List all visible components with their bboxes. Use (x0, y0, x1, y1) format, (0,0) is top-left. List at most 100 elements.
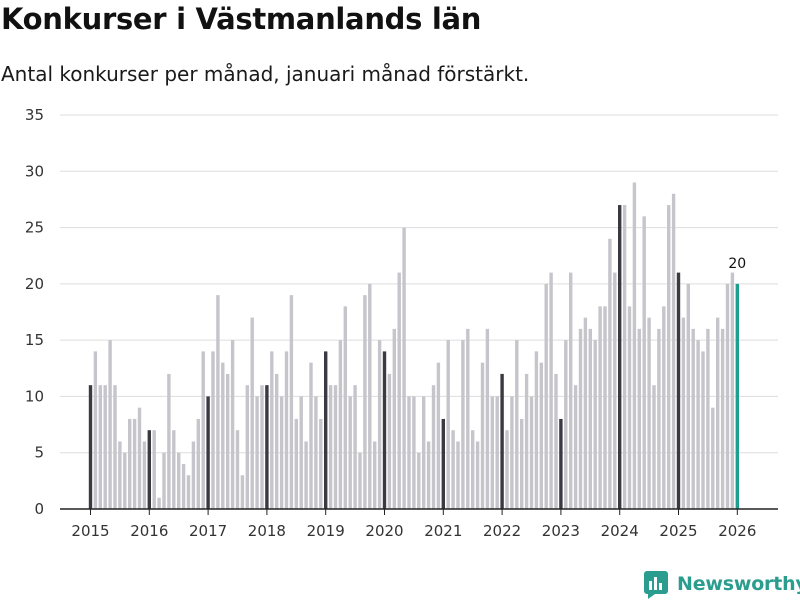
bar (471, 430, 475, 509)
bar (569, 272, 573, 509)
x-tick-label: 2024 (601, 522, 639, 540)
bar (270, 351, 274, 509)
bar (93, 351, 98, 509)
bar (284, 351, 289, 509)
bar (275, 373, 279, 509)
bar (417, 452, 421, 509)
newsworthy-logo[interactable]: Newsworthy (644, 569, 800, 599)
latest-value-label: 20 (728, 256, 746, 272)
bar (730, 272, 735, 509)
x-tick-label: 2018 (248, 522, 286, 540)
y-axis-ticks: 0 5 10 15 20 25 30 35 (25, 106, 44, 518)
bar (353, 385, 357, 509)
bar (495, 396, 499, 509)
bar (167, 373, 171, 509)
bar (490, 396, 494, 509)
bar (578, 328, 583, 509)
bar (603, 306, 607, 509)
bar (554, 373, 558, 509)
bar-january (324, 351, 328, 509)
bar (186, 475, 191, 509)
bar-january (676, 272, 681, 509)
bar (647, 317, 651, 509)
x-axis-ticks: 2015 2016 2017 2018 2019 2020 2021 2022 2023 2024… (71, 509, 756, 540)
bar (529, 396, 534, 509)
x-tick-label: 2019 (307, 522, 345, 540)
bars (88, 182, 739, 510)
bar (573, 385, 578, 509)
bar (343, 306, 347, 509)
bar (534, 351, 539, 509)
bar (402, 227, 406, 510)
bar-january (265, 385, 269, 509)
bar (245, 385, 249, 509)
bar (544, 283, 548, 509)
bar (162, 452, 166, 509)
x-tick-label: 2017 (189, 522, 227, 540)
bar (711, 407, 715, 509)
bar (407, 396, 411, 509)
bar (706, 328, 710, 509)
bar (211, 351, 215, 509)
bar (294, 418, 298, 509)
bar-january (382, 351, 387, 509)
bar (177, 452, 181, 509)
bar (564, 340, 568, 509)
bar (691, 328, 695, 509)
bar-january (559, 418, 563, 509)
bar (466, 328, 470, 509)
bar (128, 418, 132, 509)
bar (304, 441, 308, 509)
y-tick-label: 0 (34, 500, 44, 518)
bar (681, 317, 686, 509)
bar (250, 317, 254, 509)
bar (392, 328, 396, 509)
bar (132, 418, 137, 509)
bar (632, 182, 637, 510)
bar (201, 351, 205, 509)
bar (358, 452, 362, 509)
bar (338, 340, 343, 509)
y-tick-label: 25 (25, 219, 44, 237)
bar (549, 272, 553, 509)
bar (642, 216, 646, 510)
bar-january (441, 418, 445, 509)
bar (539, 362, 543, 509)
bar (657, 328, 661, 509)
bar (314, 396, 318, 509)
chart-subtitle: Antal konkurser per månad, januari månad… (1, 62, 530, 86)
bar (505, 430, 509, 509)
bar (289, 295, 294, 509)
bar (480, 362, 485, 509)
bar (333, 385, 338, 509)
bar (172, 430, 176, 509)
x-tick-label: 2015 (71, 522, 109, 540)
bar (593, 340, 597, 509)
bar-january (88, 385, 93, 509)
bar (515, 340, 519, 509)
x-tick-label: 2022 (483, 522, 521, 540)
y-tick-label: 35 (25, 106, 44, 124)
x-tick-label: 2016 (130, 522, 168, 540)
y-tick-label: 15 (25, 331, 44, 349)
bar (235, 430, 240, 509)
bar (103, 385, 107, 509)
bar (436, 362, 441, 509)
bar (113, 385, 117, 509)
bar (123, 452, 127, 509)
bar (230, 340, 235, 509)
bar (412, 396, 416, 509)
bar (98, 385, 102, 509)
bar (328, 385, 333, 509)
bar (524, 373, 529, 509)
bar (637, 328, 641, 509)
bar (510, 396, 514, 509)
bar (613, 272, 617, 509)
bar (622, 205, 627, 510)
x-tick-label: 2025 (659, 522, 697, 540)
bar-january (618, 205, 622, 510)
bar (363, 295, 367, 509)
x-tick-label: 2020 (365, 522, 403, 540)
bar (226, 373, 230, 509)
